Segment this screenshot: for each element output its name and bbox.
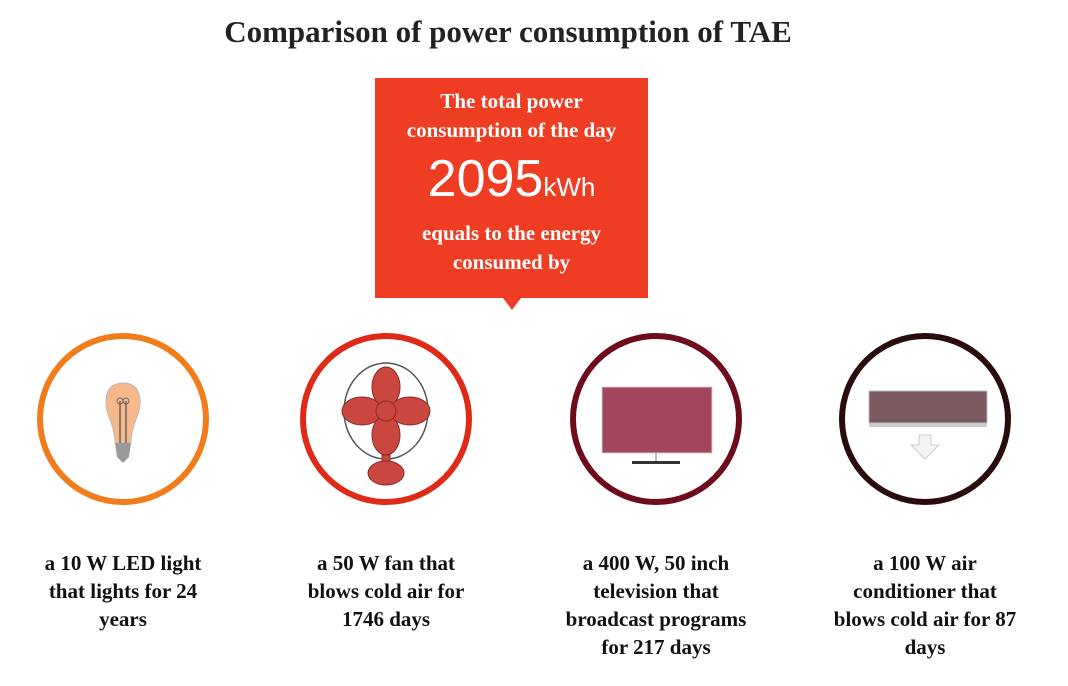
callout-pointer: [503, 298, 521, 310]
television-icon: [601, 386, 713, 464]
caption-line: blows cold air for 87: [833, 607, 1017, 631]
caption-line: a 400 W, 50 inch: [582, 551, 730, 575]
item-fan: a 50 W fan that blows cold air for 1746 …: [256, 333, 516, 633]
caption-line: 1746 days: [341, 607, 431, 631]
total-consumption-callout: The total power consumption of the day 2…: [375, 78, 648, 310]
circle-frame: [37, 333, 209, 505]
callout-line-2: consumption of the day: [406, 118, 617, 142]
circle-frame: [570, 333, 742, 505]
caption-line: broadcast programs: [565, 607, 747, 631]
caption-line: days: [904, 635, 946, 659]
item-caption: a 100 W air conditioner that blows cold …: [795, 549, 1055, 661]
fan-icon: [341, 362, 431, 486]
circle-frame: [300, 333, 472, 505]
caption-line: a 100 W air: [873, 551, 977, 575]
caption-line: for 217 days: [601, 635, 711, 659]
callout-line-3: equals to the energy: [421, 221, 602, 245]
callout-line-1: The total power: [440, 89, 583, 113]
page-title: Comparison of power consumption of TAE: [224, 14, 792, 49]
light-bulb-icon: [105, 382, 141, 463]
caption-line: conditioner that: [853, 579, 997, 603]
item-caption: a 10 W LED light that lights for 24 year…: [0, 549, 253, 633]
item-air-conditioner: a 100 W air conditioner that blows cold …: [795, 333, 1055, 661]
callout-line-4: consumed by: [452, 250, 571, 274]
caption-line: that lights for 24: [48, 579, 198, 603]
item-led-light: a 10 W LED light that lights for 24 year…: [0, 333, 253, 633]
caption-line: a 10 W LED light: [44, 551, 202, 575]
caption-line: blows cold air for: [307, 579, 465, 603]
circle-frame: [839, 333, 1011, 505]
item-caption: a 400 W, 50 inch television that broadca…: [526, 549, 786, 661]
total-consumption-value: 2095kWh: [375, 147, 648, 219]
unit: kWh: [543, 172, 596, 202]
value: 2095: [427, 150, 544, 208]
air-conditioner-icon: [868, 390, 988, 460]
item-caption: a 50 W fan that blows cold air for 1746 …: [256, 549, 516, 633]
item-television: a 400 W, 50 inch television that broadca…: [526, 333, 786, 661]
caption-line: television that: [593, 579, 719, 603]
caption-line: years: [99, 607, 147, 631]
caption-line: a 50 W fan that: [316, 551, 456, 575]
